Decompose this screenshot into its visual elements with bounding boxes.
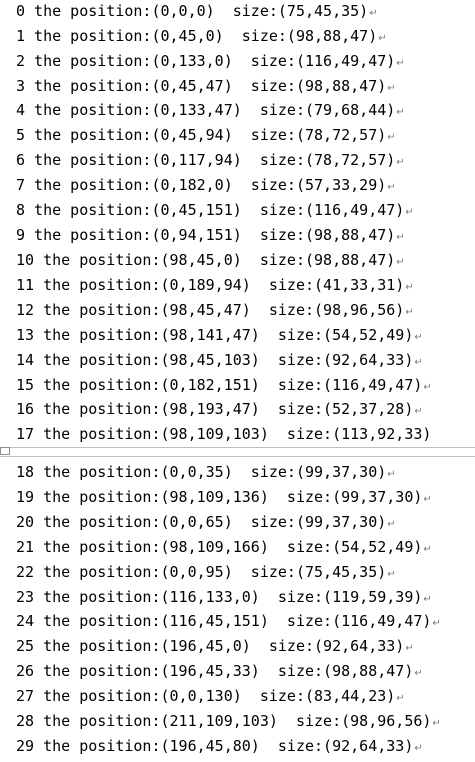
text-line: 2 the position:(0,133,0) size:(116,49,47… xyxy=(16,52,405,70)
paragraph-mark-icon: ↵ xyxy=(414,357,423,368)
text-line: 16 the position:(98,193,47) size:(52,37,… xyxy=(16,400,423,418)
paragraph-mark-icon: ↵ xyxy=(414,332,423,343)
paragraph-mark-icon: ↵ xyxy=(423,382,432,393)
paragraph-mark-icon: ↵ xyxy=(396,693,405,704)
text-line: 11 the position:(0,189,94) size:(41,33,3… xyxy=(16,276,414,294)
paragraph-mark-icon: ↵ xyxy=(396,232,405,243)
paragraph-mark-icon: ↵ xyxy=(387,182,396,193)
text-line: 3 the position:(0,45,47) size:(98,88,47)… xyxy=(16,77,396,95)
text-line: 29 the position:(196,45,80) size:(92,64,… xyxy=(16,737,423,755)
text-line: 13 the position:(98,141,47) size:(54,52,… xyxy=(16,326,423,344)
paragraph-mark-icon: ↵ xyxy=(432,618,441,629)
text-line: 1 the position:(0,45,0) size:(98,88,47)↵ xyxy=(16,27,387,45)
text-line: 5 the position:(0,45,94) size:(78,72,57)… xyxy=(16,126,396,144)
paragraph-mark-icon: ↵ xyxy=(405,643,414,654)
text-line: 15 the position:(0,182,151) size:(116,49… xyxy=(16,376,432,394)
text-line: 7 the position:(0,182,0) size:(57,33,29)… xyxy=(16,176,396,194)
paragraph-mark-icon: ↵ xyxy=(396,107,405,118)
text-line: 0 the position:(0,0,0) size:(75,45,35)↵ xyxy=(16,2,378,20)
text-line: 26 the position:(196,45,33) size:(98,88,… xyxy=(16,662,423,680)
paragraph-mark-icon: ↵ xyxy=(396,157,405,168)
text-line: 27 the position:(0,0,130) size:(83,44,23… xyxy=(16,687,405,705)
paragraph-mark-icon: ↵ xyxy=(369,8,378,19)
text-line: 10 the position:(98,45,0) size:(98,88,47… xyxy=(16,251,405,269)
paragraph-mark-icon: ↵ xyxy=(405,207,414,218)
text-line: 19 the position:(98,109,136) size:(99,37… xyxy=(16,488,432,506)
paragraph-mark-icon: ↵ xyxy=(387,569,396,580)
paragraph-mark-icon: ↵ xyxy=(387,519,396,530)
paragraph-mark-icon: ↵ xyxy=(432,718,441,729)
text-line: 17 the position:(98,109,103) size:(113,9… xyxy=(16,425,432,443)
paragraph-mark-icon: ↵ xyxy=(414,743,423,754)
paragraph-mark-icon: ↵ xyxy=(414,668,423,679)
paragraph-mark-icon: ↵ xyxy=(387,83,396,94)
text-line: 25 the position:(196,45,0) size:(92,64,3… xyxy=(16,637,414,655)
paragraph-mark-icon: ↵ xyxy=(378,33,387,44)
paragraph-mark-icon: ↵ xyxy=(396,257,405,268)
paragraph-mark-icon: ↵ xyxy=(423,494,432,505)
page-break-separator xyxy=(0,447,475,457)
text-line: 18 the position:(0,0,35) size:(99,37,30)… xyxy=(16,463,396,481)
text-line: 9 the position:(0,94,151) size:(98,88,47… xyxy=(16,226,405,244)
paragraph-mark-icon: ↵ xyxy=(414,406,423,417)
paragraph-mark-icon: ↵ xyxy=(396,58,405,69)
text-line: 8 the position:(0,45,151) size:(116,49,4… xyxy=(16,201,414,219)
paragraph-mark-icon: ↵ xyxy=(387,469,396,480)
text-line: 21 the position:(98,109,166) size:(54,52… xyxy=(16,538,432,556)
paragraph-mark-icon: ↵ xyxy=(423,544,432,555)
paragraph-mark-icon: ↵ xyxy=(405,307,414,318)
text-line: 6 the position:(0,117,94) size:(78,72,57… xyxy=(16,151,405,169)
paragraph-mark-icon: ↵ xyxy=(387,132,396,143)
text-line: 24 the position:(116,45,151) size:(116,4… xyxy=(16,612,441,630)
text-line: 22 the position:(0,0,95) size:(75,45,35)… xyxy=(16,563,396,581)
paragraph-mark-icon: ↵ xyxy=(405,282,414,293)
text-line: 4 the position:(0,133,47) size:(79,68,44… xyxy=(16,101,405,119)
text-line: 12 the position:(98,45,47) size:(98,96,5… xyxy=(16,301,414,319)
text-line: 20 the position:(0,0,65) size:(99,37,30)… xyxy=(16,513,396,531)
paragraph-mark-icon: ↵ xyxy=(423,594,432,605)
page-break-handle-icon xyxy=(0,447,10,455)
text-line: 23 the position:(116,133,0) size:(119,59… xyxy=(16,588,432,606)
text-line: 28 the position:(211,109,103) size:(98,9… xyxy=(16,712,441,730)
text-line: 14 the position:(98,45,103) size:(92,64,… xyxy=(16,351,423,369)
